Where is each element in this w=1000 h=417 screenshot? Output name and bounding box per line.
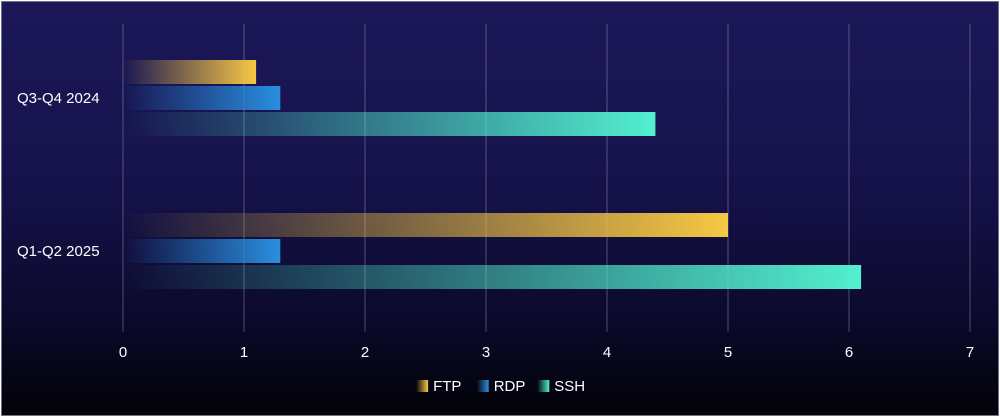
bar-ssh-q3-q4-2024 xyxy=(123,112,656,136)
bar-ssh-q1-q2-2025 xyxy=(123,265,862,289)
bars xyxy=(123,60,862,289)
category-label-q1-q2-2025: Q1-Q2 2025 xyxy=(17,243,100,260)
x-tick-label: 6 xyxy=(845,344,853,361)
legend-item-ssh: SSH xyxy=(537,378,585,395)
legend: FTP RDP SSH xyxy=(416,378,585,395)
bar-ftp-q1-q2-2025 xyxy=(123,213,728,237)
legend-label: FTP xyxy=(433,378,461,395)
legend-label: SSH xyxy=(554,378,585,395)
legend-label: RDP xyxy=(494,378,526,395)
category-labels: Q3-Q4 2024 Q1-Q2 2025 xyxy=(17,90,100,260)
x-tick-label: 0 xyxy=(119,344,127,361)
legend-swatch xyxy=(416,380,429,392)
category-label-q3-q4-2024: Q3-Q4 2024 xyxy=(17,90,100,107)
legend-item-ftp: FTP xyxy=(416,378,461,395)
bar-rdp-q3-q4-2024 xyxy=(123,86,281,110)
x-tick-label: 3 xyxy=(482,344,490,361)
bar-rdp-q1-q2-2025 xyxy=(123,239,281,263)
legend-swatch xyxy=(537,380,550,392)
x-tick-label: 1 xyxy=(240,344,248,361)
bar-ftp-q3-q4-2024 xyxy=(123,60,257,84)
x-axis-tick-labels: 0 1 2 3 4 5 6 7 xyxy=(119,344,974,361)
x-tick-label: 7 xyxy=(966,344,974,361)
legend-item-rdp: RDP xyxy=(476,378,526,395)
x-tick-label: 4 xyxy=(603,344,611,361)
x-tick-label: 2 xyxy=(361,344,369,361)
legend-swatch xyxy=(476,380,489,392)
x-tick-label: 5 xyxy=(724,344,732,361)
